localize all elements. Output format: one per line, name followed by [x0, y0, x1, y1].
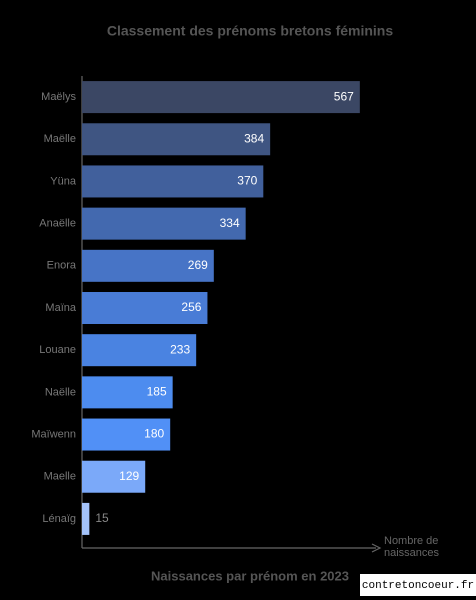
bar: [82, 207, 246, 240]
watermark: contretoncoeur.fr: [362, 580, 474, 592]
value-label: 15: [95, 511, 109, 525]
bar: [82, 81, 360, 114]
bar: [82, 460, 146, 493]
value-label: 334: [220, 216, 240, 230]
y-tick-label: Maelle: [44, 471, 76, 483]
bar: [82, 123, 271, 156]
axis-arrow: [371, 543, 382, 553]
y-tick-label: Lénaïg: [42, 513, 76, 525]
watermark-box: [360, 574, 476, 596]
value-label: 370: [237, 174, 257, 188]
x-axis-title: Naissances par prénom en 2023: [151, 568, 349, 583]
value-label: 129: [119, 469, 139, 483]
bar: [82, 292, 208, 324]
bar: [82, 334, 197, 367]
bar: [82, 418, 171, 451]
y-tick-label: Naëlle: [45, 386, 76, 398]
y-tick-label: Maëlys: [41, 91, 76, 103]
value-label: 269: [188, 258, 208, 272]
bar: [82, 376, 173, 409]
value-label: 185: [147, 385, 167, 399]
y-tick-label: Maïna: [45, 302, 76, 314]
axis-label-1: Nombre de naissances: [384, 535, 440, 559]
bar: [82, 502, 90, 535]
value-label: 256: [181, 300, 201, 314]
bar: [82, 165, 264, 198]
bar: [82, 249, 214, 282]
y-tick-label: Anaëlle: [39, 218, 76, 230]
value-label: 233: [170, 342, 190, 356]
y-tick-label: Yüna: [50, 175, 77, 187]
value-label: 567: [334, 89, 354, 103]
y-tick-label: Maëlle: [44, 133, 76, 145]
y-tick-label: Enora: [47, 260, 77, 272]
chart-title: Classement des prénoms bretons féminins: [107, 23, 394, 39]
value-label: 180: [144, 427, 164, 441]
y-tick-label: Louane: [39, 344, 76, 356]
y-tick-label: Maïwenn: [31, 428, 76, 440]
value-label: 384: [244, 131, 264, 145]
